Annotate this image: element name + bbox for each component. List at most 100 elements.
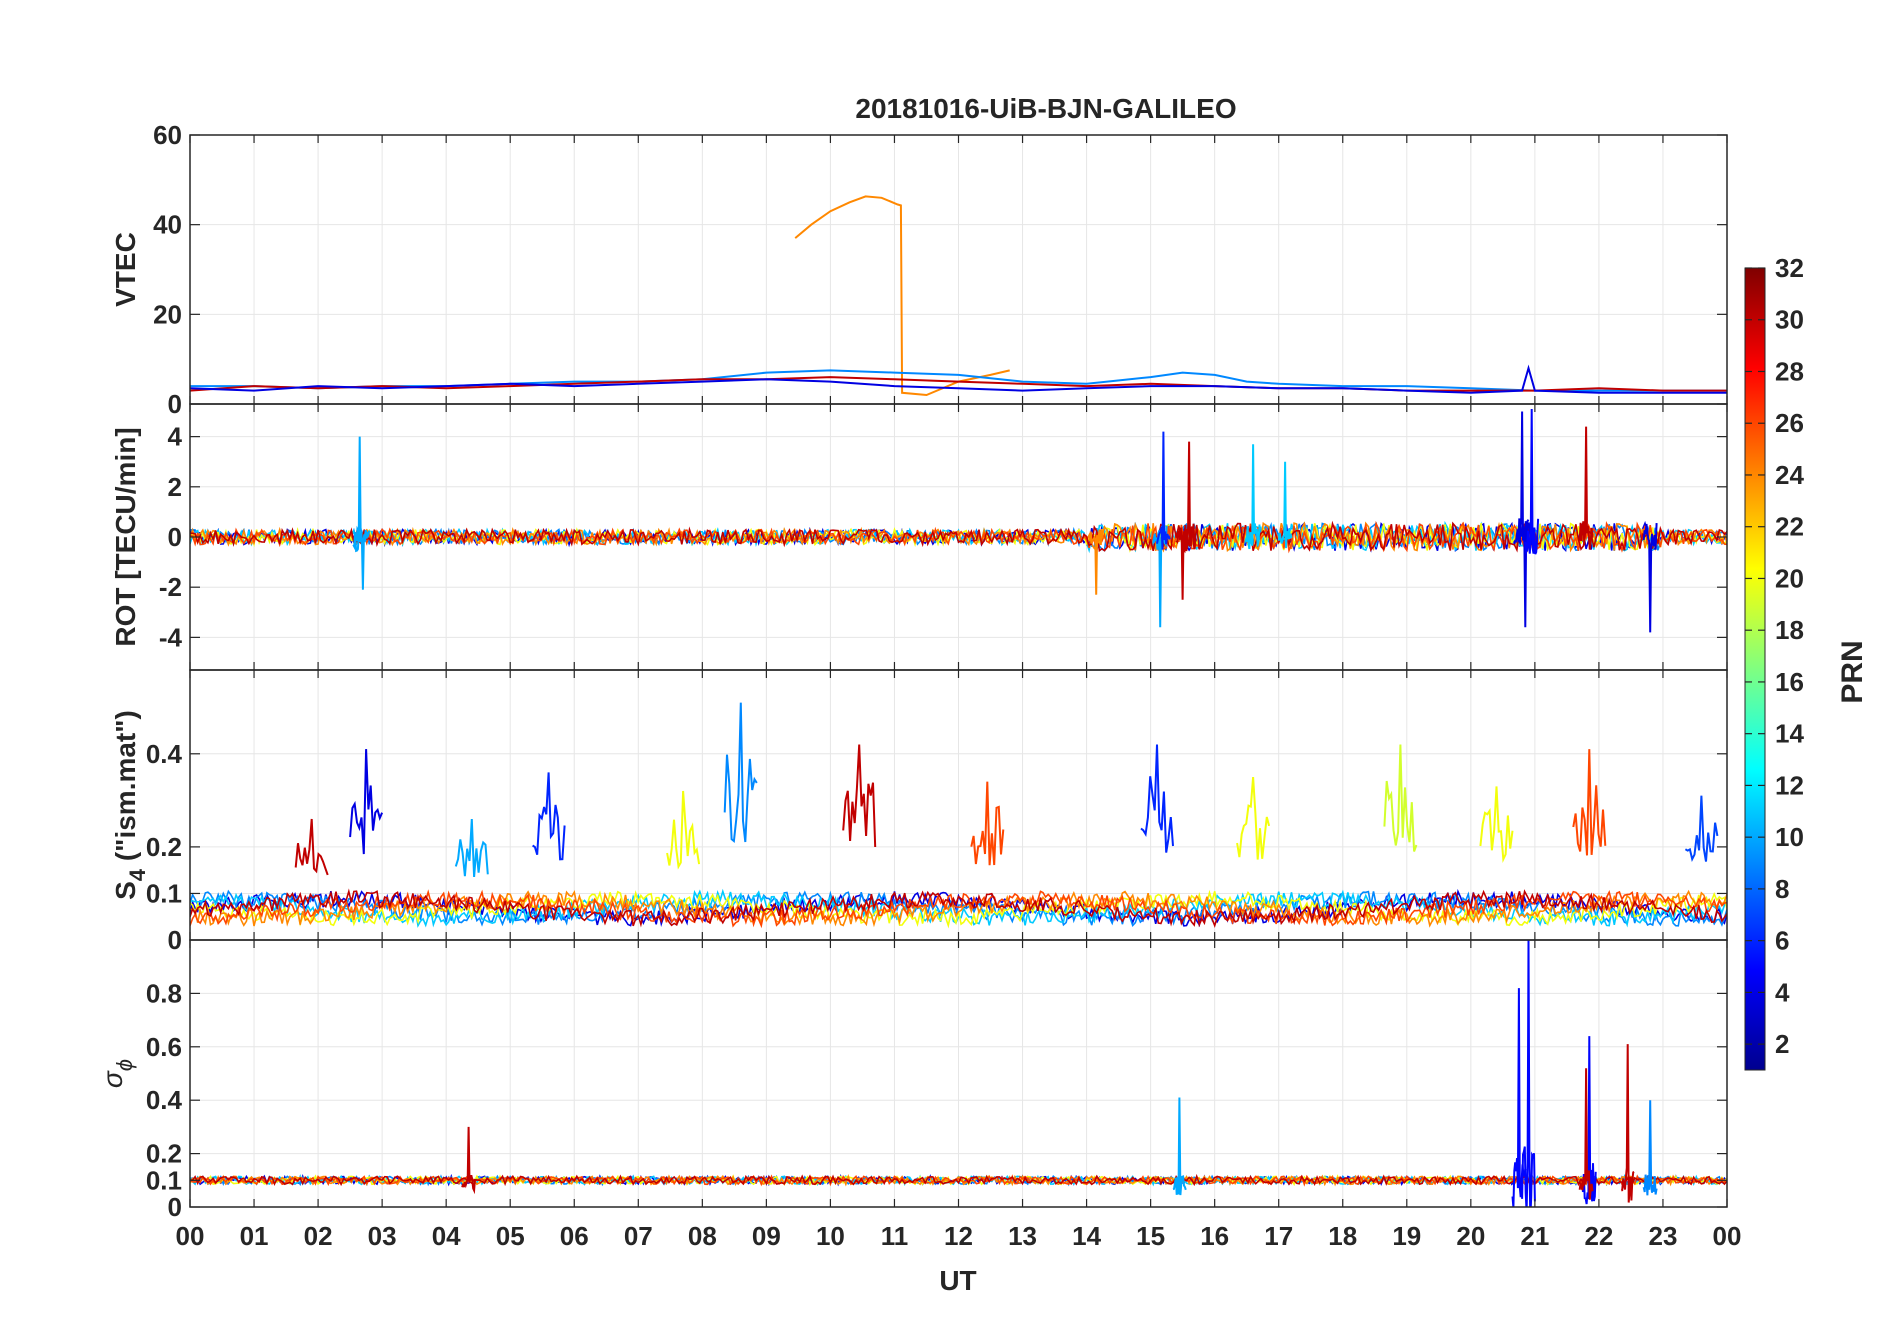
event-prn-9 — [723, 702, 758, 844]
colorbar-tick-label: 30 — [1775, 305, 1804, 335]
y-tick-label: 0.1 — [146, 878, 182, 908]
event-prn-30 — [294, 818, 329, 876]
event-prn-26 — [970, 781, 1005, 866]
event-prn-20 — [1479, 786, 1514, 863]
x-tick-label: 05 — [496, 1221, 525, 1251]
series-prn-24 — [190, 889, 1727, 928]
x-tick-label: 11 — [881, 1221, 909, 1251]
series-prn-30 — [190, 1173, 1727, 1187]
rot-ylabel: ROT [TECU/min] — [110, 427, 141, 646]
s4-data — [190, 702, 1727, 929]
event-prn-6 — [1140, 744, 1174, 853]
event-prn-6 — [1156, 431, 1171, 550]
x-tick-label: 00 — [1713, 1221, 1742, 1251]
colorbar-tick-label: 8 — [1775, 874, 1789, 904]
series-prn-30 — [190, 520, 1727, 553]
colorbar-tick-label: 32 — [1775, 253, 1804, 283]
y-tick-label: 0.2 — [146, 832, 182, 862]
x-tick-label: 13 — [1008, 1221, 1037, 1251]
colorbar-tick-label: 18 — [1775, 615, 1804, 645]
y-tick-label: 0 — [168, 389, 182, 419]
colorbar-tick-label: 22 — [1775, 512, 1804, 542]
series-prn-26 — [190, 1174, 1727, 1187]
y-tick-label: 60 — [153, 120, 182, 150]
series-prn-30 — [190, 888, 1727, 929]
x-tick-label: 14 — [1072, 1221, 1101, 1251]
x-tick-label: 09 — [752, 1221, 781, 1251]
event-prn-5 — [1581, 1036, 1597, 1205]
y-tick-label: 4 — [168, 422, 183, 452]
y-tick-label: -4 — [159, 622, 183, 652]
colorbar-tick-label: 16 — [1775, 667, 1804, 697]
colorbar-tick-label: 26 — [1775, 408, 1804, 438]
event-prn-5 — [1521, 940, 1536, 1207]
x-tick-label: 19 — [1392, 1221, 1421, 1251]
x-tick-label: 00 — [176, 1221, 205, 1251]
s4-ylabel: S4 ("ism.mat") — [110, 710, 150, 900]
colorbar-tick-label: 20 — [1775, 563, 1804, 593]
event-prn-11 — [1245, 444, 1261, 550]
vtec-ylabel: VTEC — [110, 232, 141, 307]
x-axis-label: UT — [939, 1265, 976, 1296]
y-tick-label: 40 — [153, 210, 182, 240]
event-prn-20 — [1236, 777, 1271, 860]
y-tick-label: 0 — [168, 925, 182, 955]
colorbar-label: PRN — [1836, 640, 1869, 703]
chart-title: 20181016-UiB-BJN-GALILEO — [855, 93, 1236, 124]
x-axis: 00 01 02 03 04 05 06 07 08 09 10 11 12 13 14 15 16 17 18 19… — [176, 1221, 1742, 1251]
event-prn-4 — [1514, 411, 1530, 549]
y-tick-label: 0.1 — [146, 1165, 182, 1195]
y-tick-label: 2 — [168, 472, 182, 502]
event-prn-7 — [1684, 795, 1719, 862]
y-tick-label: 20 — [153, 299, 182, 329]
x-tick-label: 18 — [1328, 1221, 1357, 1251]
y-tick-label: 0 — [168, 1192, 182, 1222]
sigma-ylabel: σϕ — [97, 1059, 137, 1088]
event-prn-30 — [461, 1126, 476, 1195]
sigma-phi-panel: 00.10.2 0.4 0.6 0.8 σϕ — [97, 939, 1728, 1222]
colorbar-tick-label: 14 — [1775, 719, 1804, 749]
event-prn-24 — [1088, 529, 1104, 595]
series-prn-4 — [190, 364, 1727, 394]
event-prn-26 — [1572, 749, 1607, 856]
event-prn-20 — [666, 790, 701, 870]
event-prn-6 — [532, 772, 566, 861]
x-tick-label: 02 — [304, 1221, 333, 1251]
series-prn-30 — [190, 376, 1727, 392]
x-tick-label: 06 — [560, 1221, 589, 1251]
event-prn-10 — [1172, 1097, 1187, 1196]
x-tick-label: 03 — [368, 1221, 397, 1251]
vtec-panel: 0 20 40 60 VTEC — [110, 120, 1728, 419]
x-tick-label: 10 — [816, 1221, 845, 1251]
colorbar-tick-label: 28 — [1775, 356, 1804, 386]
y-tick-label: 0 — [168, 522, 182, 552]
colorbar-gradient — [1744, 267, 1766, 1071]
colorbar-tick-label: 2 — [1775, 1029, 1789, 1059]
rot-data — [190, 408, 1727, 633]
vtec-data — [190, 195, 1727, 397]
y-tick-label: -2 — [159, 572, 182, 602]
event-prn-30 — [1620, 1044, 1635, 1203]
x-tick-label: 20 — [1456, 1221, 1485, 1251]
y-tick-label: 0.4 — [146, 1085, 183, 1115]
colorbar-tick-label: 4 — [1775, 977, 1790, 1007]
colorbar-tick-label: 12 — [1775, 770, 1804, 800]
event-prn-30 — [1578, 426, 1594, 550]
series-prn-24 — [794, 195, 1010, 397]
event-prn-4 — [349, 749, 384, 855]
y-tick-label: 0.4 — [146, 739, 183, 769]
event-prn-10 — [1152, 525, 1168, 628]
event-prn-4 — [1518, 522, 1533, 628]
event-prn-5 — [1524, 408, 1540, 555]
x-tick-label: 12 — [944, 1221, 973, 1251]
event-prn-30 — [1181, 441, 1197, 554]
event-prn-9 — [1642, 1100, 1658, 1196]
x-tick-label: 08 — [688, 1221, 717, 1251]
x-tick-label: 17 — [1264, 1221, 1293, 1251]
event-prn-30 — [842, 744, 877, 848]
x-tick-label: 04 — [432, 1221, 461, 1251]
s4-panel: 0.1 0.2 0.4 0 S4 ("ism.mat") — [110, 669, 1728, 955]
colorbar-tick-label: 10 — [1775, 822, 1804, 852]
series-prn-26 — [190, 520, 1727, 554]
